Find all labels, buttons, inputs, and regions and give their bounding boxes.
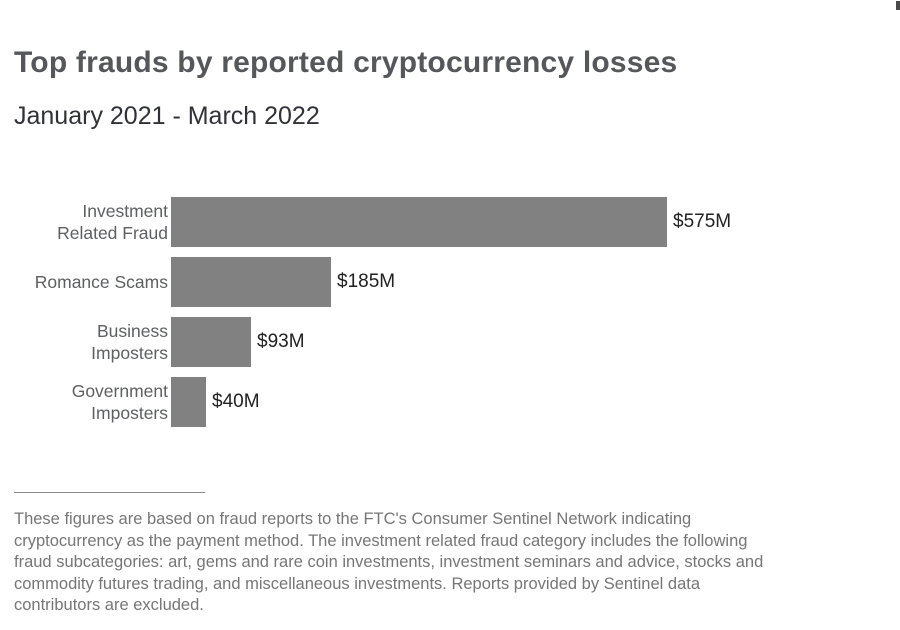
- chart-title: Top frauds by reported cryptocurrency lo…: [14, 46, 678, 79]
- footnote-line: fraud subcategories: art, gems and rare …: [14, 553, 764, 571]
- category-label: Government Imposters: [71, 381, 168, 423]
- category-label: Romance Scams: [34, 272, 168, 292]
- bar-row: Business Imposters $93M: [0, 317, 731, 367]
- value-label: $575M: [673, 211, 732, 232]
- value-label: $40M: [212, 391, 260, 412]
- scrollbar-fragment: [896, 1, 900, 10]
- chart-subtitle: January 2021 - March 2022: [14, 102, 320, 130]
- bar-row: Government Imposters $40M: [0, 377, 731, 427]
- footnote: These figures are based on fraud reports…: [14, 509, 763, 617]
- footnote-divider: [14, 492, 205, 493]
- bar: [171, 317, 251, 367]
- bar-row: Romance Scams $185M: [0, 257, 731, 307]
- footnote-line: contributors are excluded.: [14, 596, 204, 614]
- category-label: Business Imposters: [91, 321, 168, 363]
- value-label: $93M: [257, 331, 305, 352]
- footnote-line: cryptocurrency as the payment method. Th…: [14, 531, 748, 550]
- bar: [171, 377, 206, 427]
- category-label: Investment Related Fraud: [57, 201, 168, 243]
- bar-row: Investment Related Fraud $575M: [0, 197, 731, 247]
- footnote-line: commodity futures trading, and miscellan…: [14, 574, 701, 593]
- bar-chart: Investment Related Fraud $575M Romance Sca…: [0, 197, 731, 437]
- footnote-line: These figures are based on fraud reports…: [14, 510, 692, 528]
- value-label: $185M: [337, 271, 396, 292]
- bar: [171, 257, 331, 307]
- bar: [171, 197, 667, 247]
